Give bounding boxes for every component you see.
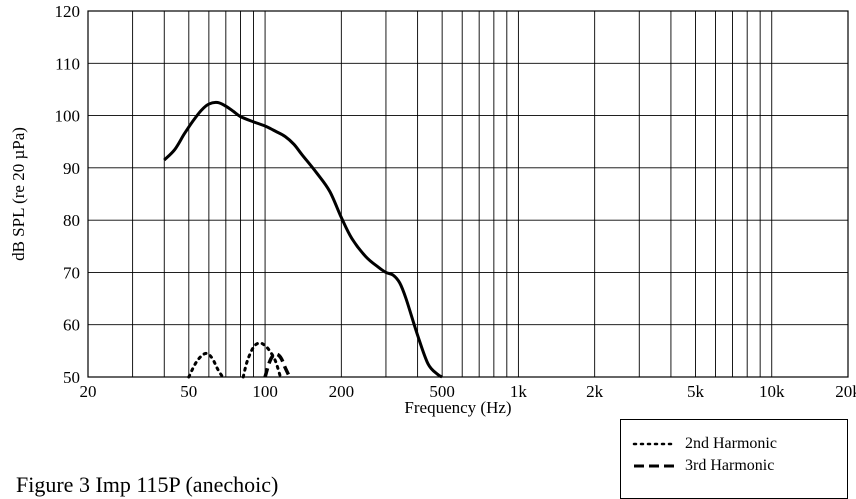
legend-label: 2nd Harmonic [685, 434, 777, 454]
dotted-line-swatch-icon [631, 434, 677, 454]
y-tick-label: 60 [63, 316, 80, 335]
y-tick-label: 50 [63, 368, 80, 387]
legend-item-3rd-harmonic: 3rd Harmonic [631, 456, 774, 476]
y-tick-label: 80 [63, 211, 80, 230]
legend-label: 3rd Harmonic [685, 456, 774, 476]
grid-lines [88, 11, 848, 377]
second-harmonic-line [189, 353, 223, 377]
second-harmonic-line [243, 343, 280, 377]
frequency-response-line [164, 102, 442, 377]
x-axis-title: Frequency (Hz) [404, 398, 511, 417]
y-tick-label: 100 [55, 107, 81, 126]
y-axis-title: dB SPL (re 20 µPa) [9, 127, 28, 261]
x-tick-label: 20k [835, 382, 856, 401]
x-tick-label: 20 [80, 382, 97, 401]
data-series [164, 102, 442, 377]
x-tick-label: 100 [252, 382, 278, 401]
y-tick-label: 90 [63, 159, 80, 178]
x-tick-label: 1k [510, 382, 528, 401]
legend: 2nd Harmonic 3rd Harmonic [620, 419, 848, 499]
y-tick-labels: 50 60 70 80 90 100 110 120 [55, 2, 81, 387]
x-tick-label: 5k [687, 382, 705, 401]
legend-item-2nd-harmonic: 2nd Harmonic [631, 434, 777, 454]
x-tick-label: 10k [759, 382, 785, 401]
y-tick-label: 120 [55, 2, 81, 21]
x-tick-label: 50 [180, 382, 197, 401]
x-tick-label: 2k [586, 382, 604, 401]
y-tick-label: 70 [63, 263, 80, 282]
plot-frame [88, 11, 848, 377]
y-tick-label: 110 [55, 54, 80, 73]
figure-caption: Figure 3 Imp 115P (anechoic) [16, 472, 278, 498]
dashed-line-swatch-icon [631, 456, 677, 476]
x-tick-label: 200 [329, 382, 355, 401]
